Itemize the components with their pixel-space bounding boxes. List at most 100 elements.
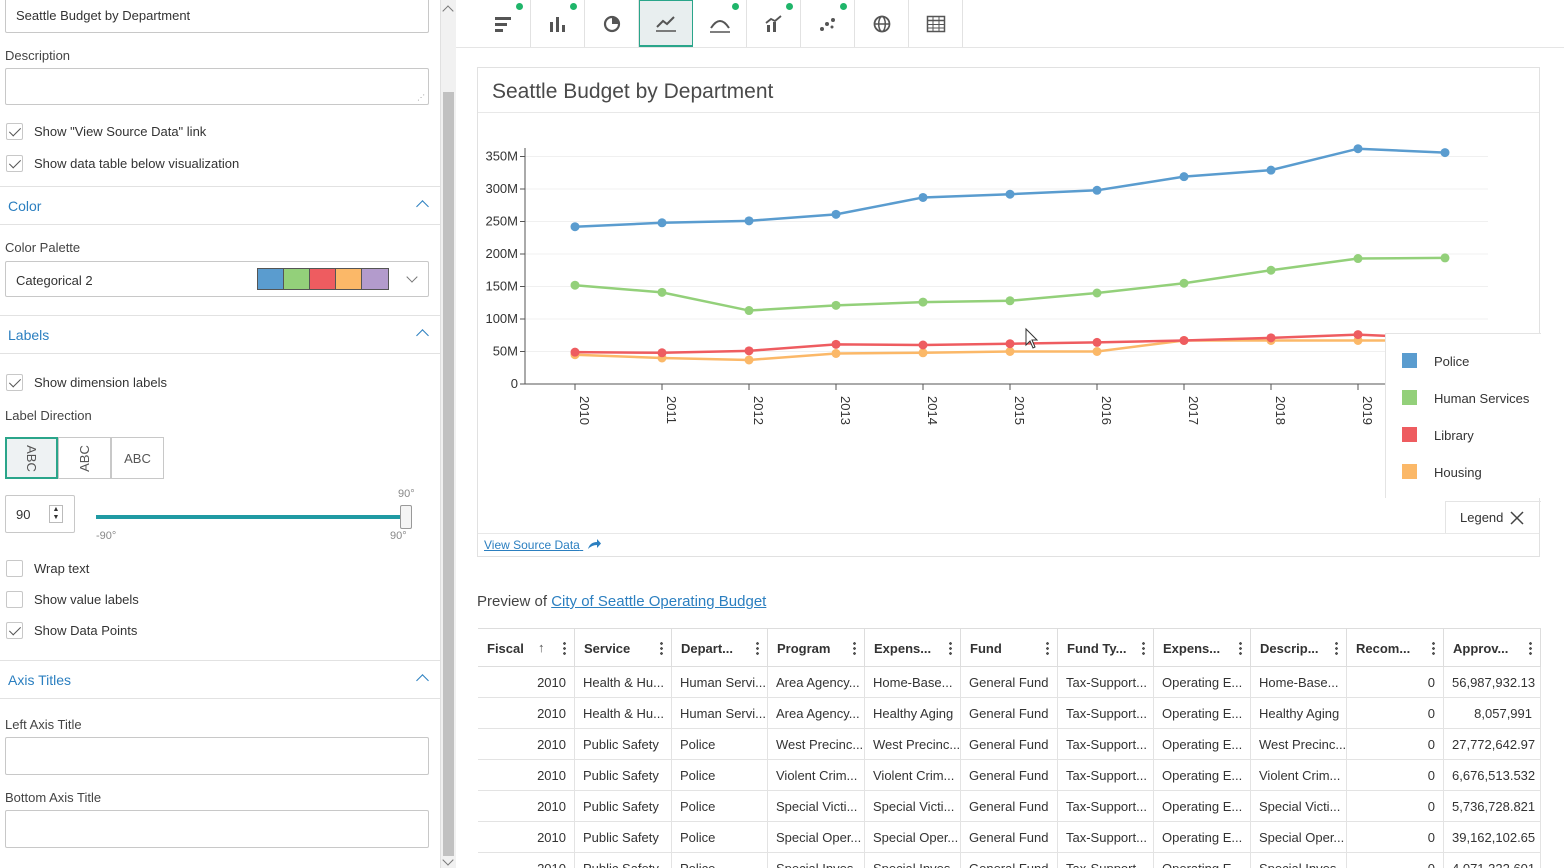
table-cell: Tax-Support... [1058,791,1154,822]
column-header[interactable]: Expens... [1154,628,1251,667]
column-menu-icon[interactable] [1046,641,1049,655]
column-header[interactable]: Service [575,628,672,667]
labels-section-header[interactable]: Labels [0,315,440,354]
description-textarea[interactable]: ⋰ [5,68,429,105]
data-point [1005,296,1015,306]
x-tick-label: 2018 [1273,396,1288,425]
table-cell: Special Oper... [865,822,961,853]
column-menu-icon[interactable] [1335,641,1338,655]
legend-label: Human Services [1434,391,1530,406]
settings-scrollbar-thumb[interactable] [443,92,454,856]
color-palette-select[interactable]: Categorical 2 [5,261,429,297]
data-point [831,348,841,358]
column-menu-icon[interactable] [1432,641,1435,655]
labels-section-title: Labels [8,327,50,343]
angle-stepper[interactable]: 90 ▲ ▼ [5,495,75,533]
table-cell: 2010 [478,760,575,791]
column-header[interactable]: Recom... [1347,628,1444,667]
close-icon [1510,511,1524,525]
column-menu-icon[interactable] [1142,641,1145,655]
stepper-arrows-icon[interactable]: ▲ ▼ [49,505,63,523]
bottom-axis-title-input[interactable] [5,810,429,848]
column-header[interactable]: Program [768,628,865,667]
horizontal-bar-chart-button[interactable] [477,0,531,47]
table-cell: Operating E... [1154,760,1251,791]
column-menu-icon[interactable] [563,641,566,655]
table-cell: Public Safety [575,729,672,760]
column-menu-icon[interactable] [853,641,856,655]
legend-swatch [1402,464,1417,479]
wrap-text-checkbox[interactable] [6,560,23,577]
area-chart-button[interactable] [693,0,747,47]
table-row: 2010 Health & Hu... Human Servi... Area Age… [478,667,1541,698]
table-cell: 0 [1347,791,1444,822]
column-header[interactable]: Fiscal ↑ [478,628,575,667]
wrap-text-label: Wrap text [34,561,90,576]
column-header[interactable]: Expens... [865,628,961,667]
angle-slider-handle[interactable] [400,505,412,529]
table-cell: Police [672,729,768,760]
resize-handle-icon[interactable]: ⋰ [417,93,425,102]
color-section-header[interactable]: Color [0,186,440,225]
column-menu-icon[interactable] [949,641,952,655]
table-cell: 0 [1347,698,1444,729]
table-cell: 4,071,322.601 [1444,853,1541,868]
table-cell: Special Oper... [768,822,865,853]
column-header[interactable]: Fund Ty... [1058,628,1154,667]
table-cell: Tax-Support... [1058,667,1154,698]
data-point [744,216,754,226]
table-cell: Home-Base... [865,667,961,698]
table-cell: 5,736,728.821 [1444,791,1541,822]
column-menu-icon[interactable] [756,641,759,655]
scatter-chart-button[interactable] [801,0,855,47]
view-source-data-link[interactable]: View Source Data [484,538,602,552]
x-tick-label: 2010 [577,396,592,425]
line-chart: 0 50M 100M 150M 200M 250M 300M 350M 2010 2011 2012… [485,144,1488,425]
table-cell: 2010 [478,853,575,868]
table-cell: Tax-Support... [1058,822,1154,853]
column-menu-icon[interactable] [1239,641,1242,655]
line-chart-button[interactable] [639,0,693,47]
show-dimension-labels-checkbox[interactable] [6,374,23,391]
show-view-source-checkbox[interactable] [6,123,23,140]
column-header[interactable]: Depart... [672,628,768,667]
sort-ascending-icon[interactable]: ↑ [536,640,547,655]
axis-titles-section-header[interactable]: Axis Titles [0,660,440,699]
show-value-labels-checkbox[interactable] [6,591,23,608]
direction-horizontal-text: ABC [124,450,151,466]
dataset-link[interactable]: City of Seattle Operating Budget [551,593,767,610]
combo-chart-button[interactable] [747,0,801,47]
title-input[interactable]: Seattle Budget by Department [5,0,429,33]
column-menu-icon[interactable] [1529,641,1532,655]
show-data-points-checkbox[interactable] [6,622,23,639]
show-data-table-checkbox[interactable] [6,155,23,172]
left-axis-title-input[interactable] [5,737,429,775]
table-cell: Special Victi... [1251,791,1347,822]
column-header[interactable]: Fund [961,628,1058,667]
line-chart-icon [656,16,676,32]
column-header[interactable]: Descrip... [1251,628,1347,667]
column-header-label: Fund [970,641,1002,656]
column-header[interactable]: Approv... [1444,628,1541,667]
direction-horizontal-button[interactable]: ABC [111,437,164,479]
show-data-table-label: Show data table below visualization [34,156,240,171]
direction-rotated-90-button[interactable]: ABC [5,437,58,479]
table-cell: Healthy Aging [865,698,961,729]
column-menu-icon[interactable] [660,641,663,655]
table-button[interactable] [909,0,963,47]
column-header-label: Service [584,641,631,656]
pie-chart-button[interactable] [585,0,639,47]
show-view-source-label: Show "View Source Data" link [34,124,207,139]
direction-rotated-270-button[interactable]: ABC [58,437,111,479]
x-tick-label: 2017 [1186,396,1201,425]
legend-toggle-label: Legend [1460,510,1504,525]
color-palette-value: Categorical 2 [16,273,93,288]
map-button[interactable] [855,0,909,47]
direction-rotated-270-text: ABC [76,444,92,472]
angle-slider-track[interactable] [96,515,406,519]
legend-toggle-button[interactable]: Legend [1445,501,1541,533]
bar-chart-button[interactable] [531,0,585,47]
palette-swatch [258,269,284,289]
table-cell: West Precinc... [865,729,961,760]
column-header-label: Approv... [1453,641,1509,656]
